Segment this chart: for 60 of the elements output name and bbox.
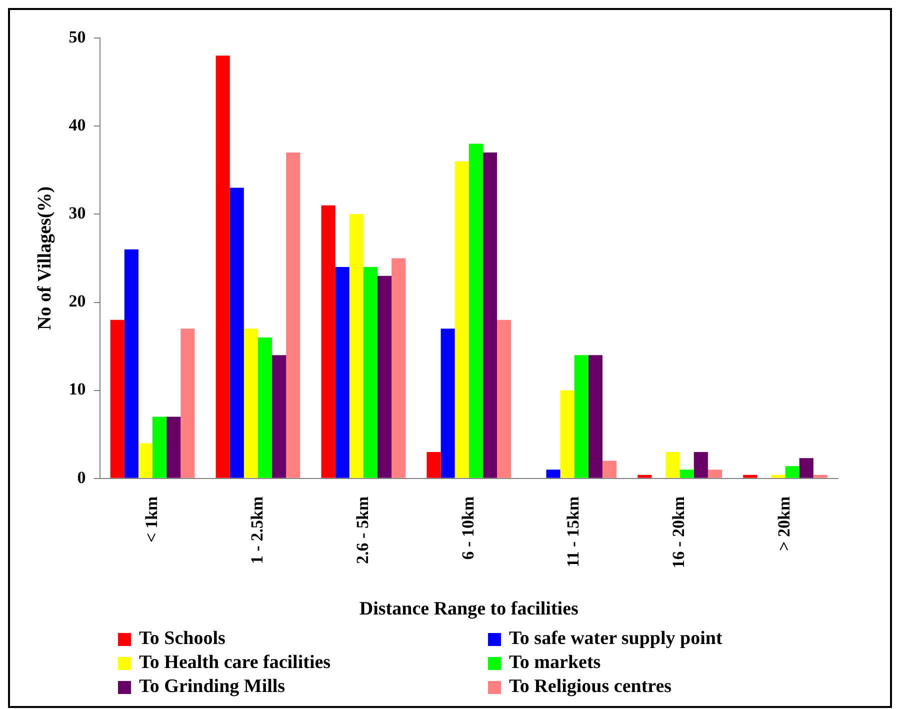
- bar: [574, 355, 588, 478]
- bar: [335, 267, 350, 478]
- y-tick-label: 30: [68, 204, 86, 223]
- bar: [560, 390, 574, 478]
- bar: [440, 328, 455, 478]
- bar: [258, 337, 272, 478]
- y-axis-title: No of Villages(%): [34, 186, 56, 330]
- x-tick-label: > 20km: [774, 496, 794, 551]
- bar: [152, 416, 167, 478]
- bar: [286, 152, 300, 478]
- bar: [216, 56, 230, 478]
- bar: [138, 443, 153, 478]
- bar: [743, 474, 758, 478]
- bar: [392, 258, 406, 478]
- legend-label: To Schools: [139, 628, 226, 650]
- bar: [813, 474, 828, 478]
- bar: [454, 161, 469, 478]
- bar: [166, 416, 181, 478]
- y-tick-label: 10: [68, 380, 86, 399]
- legend-label: To Grinding Mills: [139, 676, 286, 698]
- bar: [244, 328, 258, 478]
- bar: [378, 276, 392, 478]
- bar: [638, 474, 652, 478]
- y-tick-label: 40: [68, 115, 86, 134]
- x-tick-label: 6 - 10km: [458, 496, 478, 560]
- x-tick-label: 1 - 2.5km: [247, 496, 266, 564]
- bar: [482, 152, 498, 478]
- bar: [799, 458, 814, 478]
- x-tick-label: 11 - 15km: [564, 496, 583, 568]
- bar: [771, 474, 786, 478]
- bar: [426, 452, 441, 478]
- bar: [230, 188, 244, 478]
- bar: [468, 144, 483, 478]
- y-tick-label: 50: [68, 27, 86, 46]
- bar: [124, 249, 138, 478]
- bar: [546, 470, 560, 478]
- bar: [694, 452, 708, 478]
- bar: [680, 470, 694, 478]
- bar: [602, 460, 617, 478]
- bar: [321, 205, 336, 478]
- bar: [666, 452, 680, 478]
- x-axis-title: Distance Range to facilities: [359, 598, 578, 620]
- bar: [785, 466, 800, 478]
- x-tick-label: 2.6 - 5km: [352, 496, 372, 564]
- x-tick-label: 16 - 20km: [669, 496, 688, 568]
- bar: [708, 470, 722, 478]
- x-tick-label: < 1km: [142, 496, 161, 542]
- y-tick-label: 20: [68, 292, 86, 311]
- bar: [363, 267, 378, 478]
- y-tick-label: 0: [77, 468, 86, 487]
- bar: [180, 328, 195, 478]
- bar: [588, 355, 602, 478]
- legend-label: To Health care facilities: [139, 652, 331, 674]
- bar: [110, 320, 124, 478]
- legend-label: To markets: [509, 652, 601, 674]
- bar: [349, 214, 364, 478]
- bar: [497, 320, 512, 478]
- legend-label: To Religious centres: [509, 676, 672, 698]
- bar: [272, 355, 286, 478]
- legend-label: To safe water supply point: [509, 628, 722, 650]
